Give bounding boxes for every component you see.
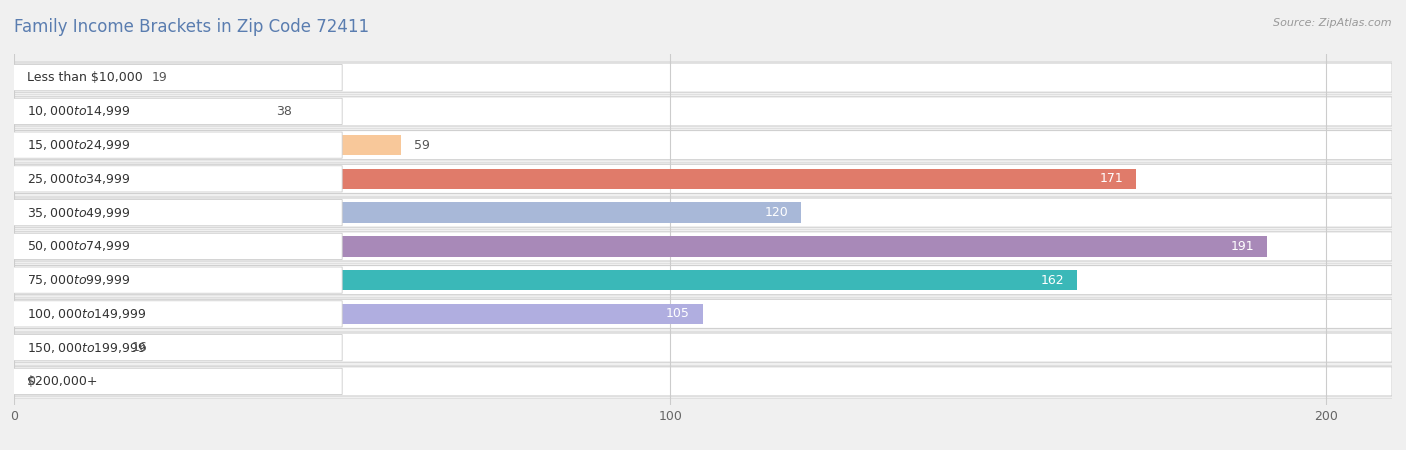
Text: $10,000 to $14,999: $10,000 to $14,999 <box>27 104 131 118</box>
Text: $200,000+: $200,000+ <box>27 375 97 388</box>
Text: $50,000 to $74,999: $50,000 to $74,999 <box>27 239 131 253</box>
Text: 19: 19 <box>152 71 167 84</box>
Text: $150,000 to $199,999: $150,000 to $199,999 <box>27 341 146 355</box>
FancyBboxPatch shape <box>11 64 342 91</box>
Text: 171: 171 <box>1099 172 1123 185</box>
FancyBboxPatch shape <box>14 232 1392 261</box>
Text: Less than $10,000: Less than $10,000 <box>27 71 143 84</box>
Text: $15,000 to $24,999: $15,000 to $24,999 <box>27 138 131 152</box>
Text: 191: 191 <box>1230 240 1254 253</box>
Text: 16: 16 <box>132 341 148 354</box>
Text: $25,000 to $34,999: $25,000 to $34,999 <box>27 172 131 186</box>
FancyBboxPatch shape <box>14 97 1392 126</box>
FancyBboxPatch shape <box>11 267 342 293</box>
FancyBboxPatch shape <box>11 368 342 395</box>
FancyBboxPatch shape <box>14 63 1392 92</box>
FancyBboxPatch shape <box>11 132 342 158</box>
Bar <box>14 304 703 324</box>
FancyBboxPatch shape <box>14 367 1392 396</box>
FancyBboxPatch shape <box>14 266 1392 295</box>
FancyBboxPatch shape <box>11 301 342 327</box>
FancyBboxPatch shape <box>14 198 1392 227</box>
FancyBboxPatch shape <box>11 233 342 260</box>
Bar <box>14 101 263 122</box>
Bar <box>14 68 139 88</box>
Text: 59: 59 <box>415 139 430 152</box>
FancyBboxPatch shape <box>14 333 1392 362</box>
Bar <box>14 135 401 155</box>
Text: 0: 0 <box>27 375 35 388</box>
Text: Family Income Brackets in Zip Code 72411: Family Income Brackets in Zip Code 72411 <box>14 18 370 36</box>
FancyBboxPatch shape <box>14 299 1392 328</box>
FancyBboxPatch shape <box>11 334 342 361</box>
FancyBboxPatch shape <box>11 199 342 226</box>
Text: 120: 120 <box>765 206 789 219</box>
Bar <box>14 338 120 358</box>
Bar <box>14 202 801 223</box>
Text: $100,000 to $149,999: $100,000 to $149,999 <box>27 307 146 321</box>
FancyBboxPatch shape <box>14 130 1392 160</box>
Text: $75,000 to $99,999: $75,000 to $99,999 <box>27 273 131 287</box>
Text: 162: 162 <box>1040 274 1064 287</box>
Text: Source: ZipAtlas.com: Source: ZipAtlas.com <box>1274 18 1392 28</box>
Text: $35,000 to $49,999: $35,000 to $49,999 <box>27 206 131 220</box>
FancyBboxPatch shape <box>11 98 342 125</box>
FancyBboxPatch shape <box>14 164 1392 194</box>
FancyBboxPatch shape <box>11 166 342 192</box>
Bar <box>14 236 1267 256</box>
Text: 105: 105 <box>666 307 690 320</box>
Bar <box>14 169 1136 189</box>
Bar <box>14 270 1077 290</box>
Text: 38: 38 <box>277 105 292 118</box>
